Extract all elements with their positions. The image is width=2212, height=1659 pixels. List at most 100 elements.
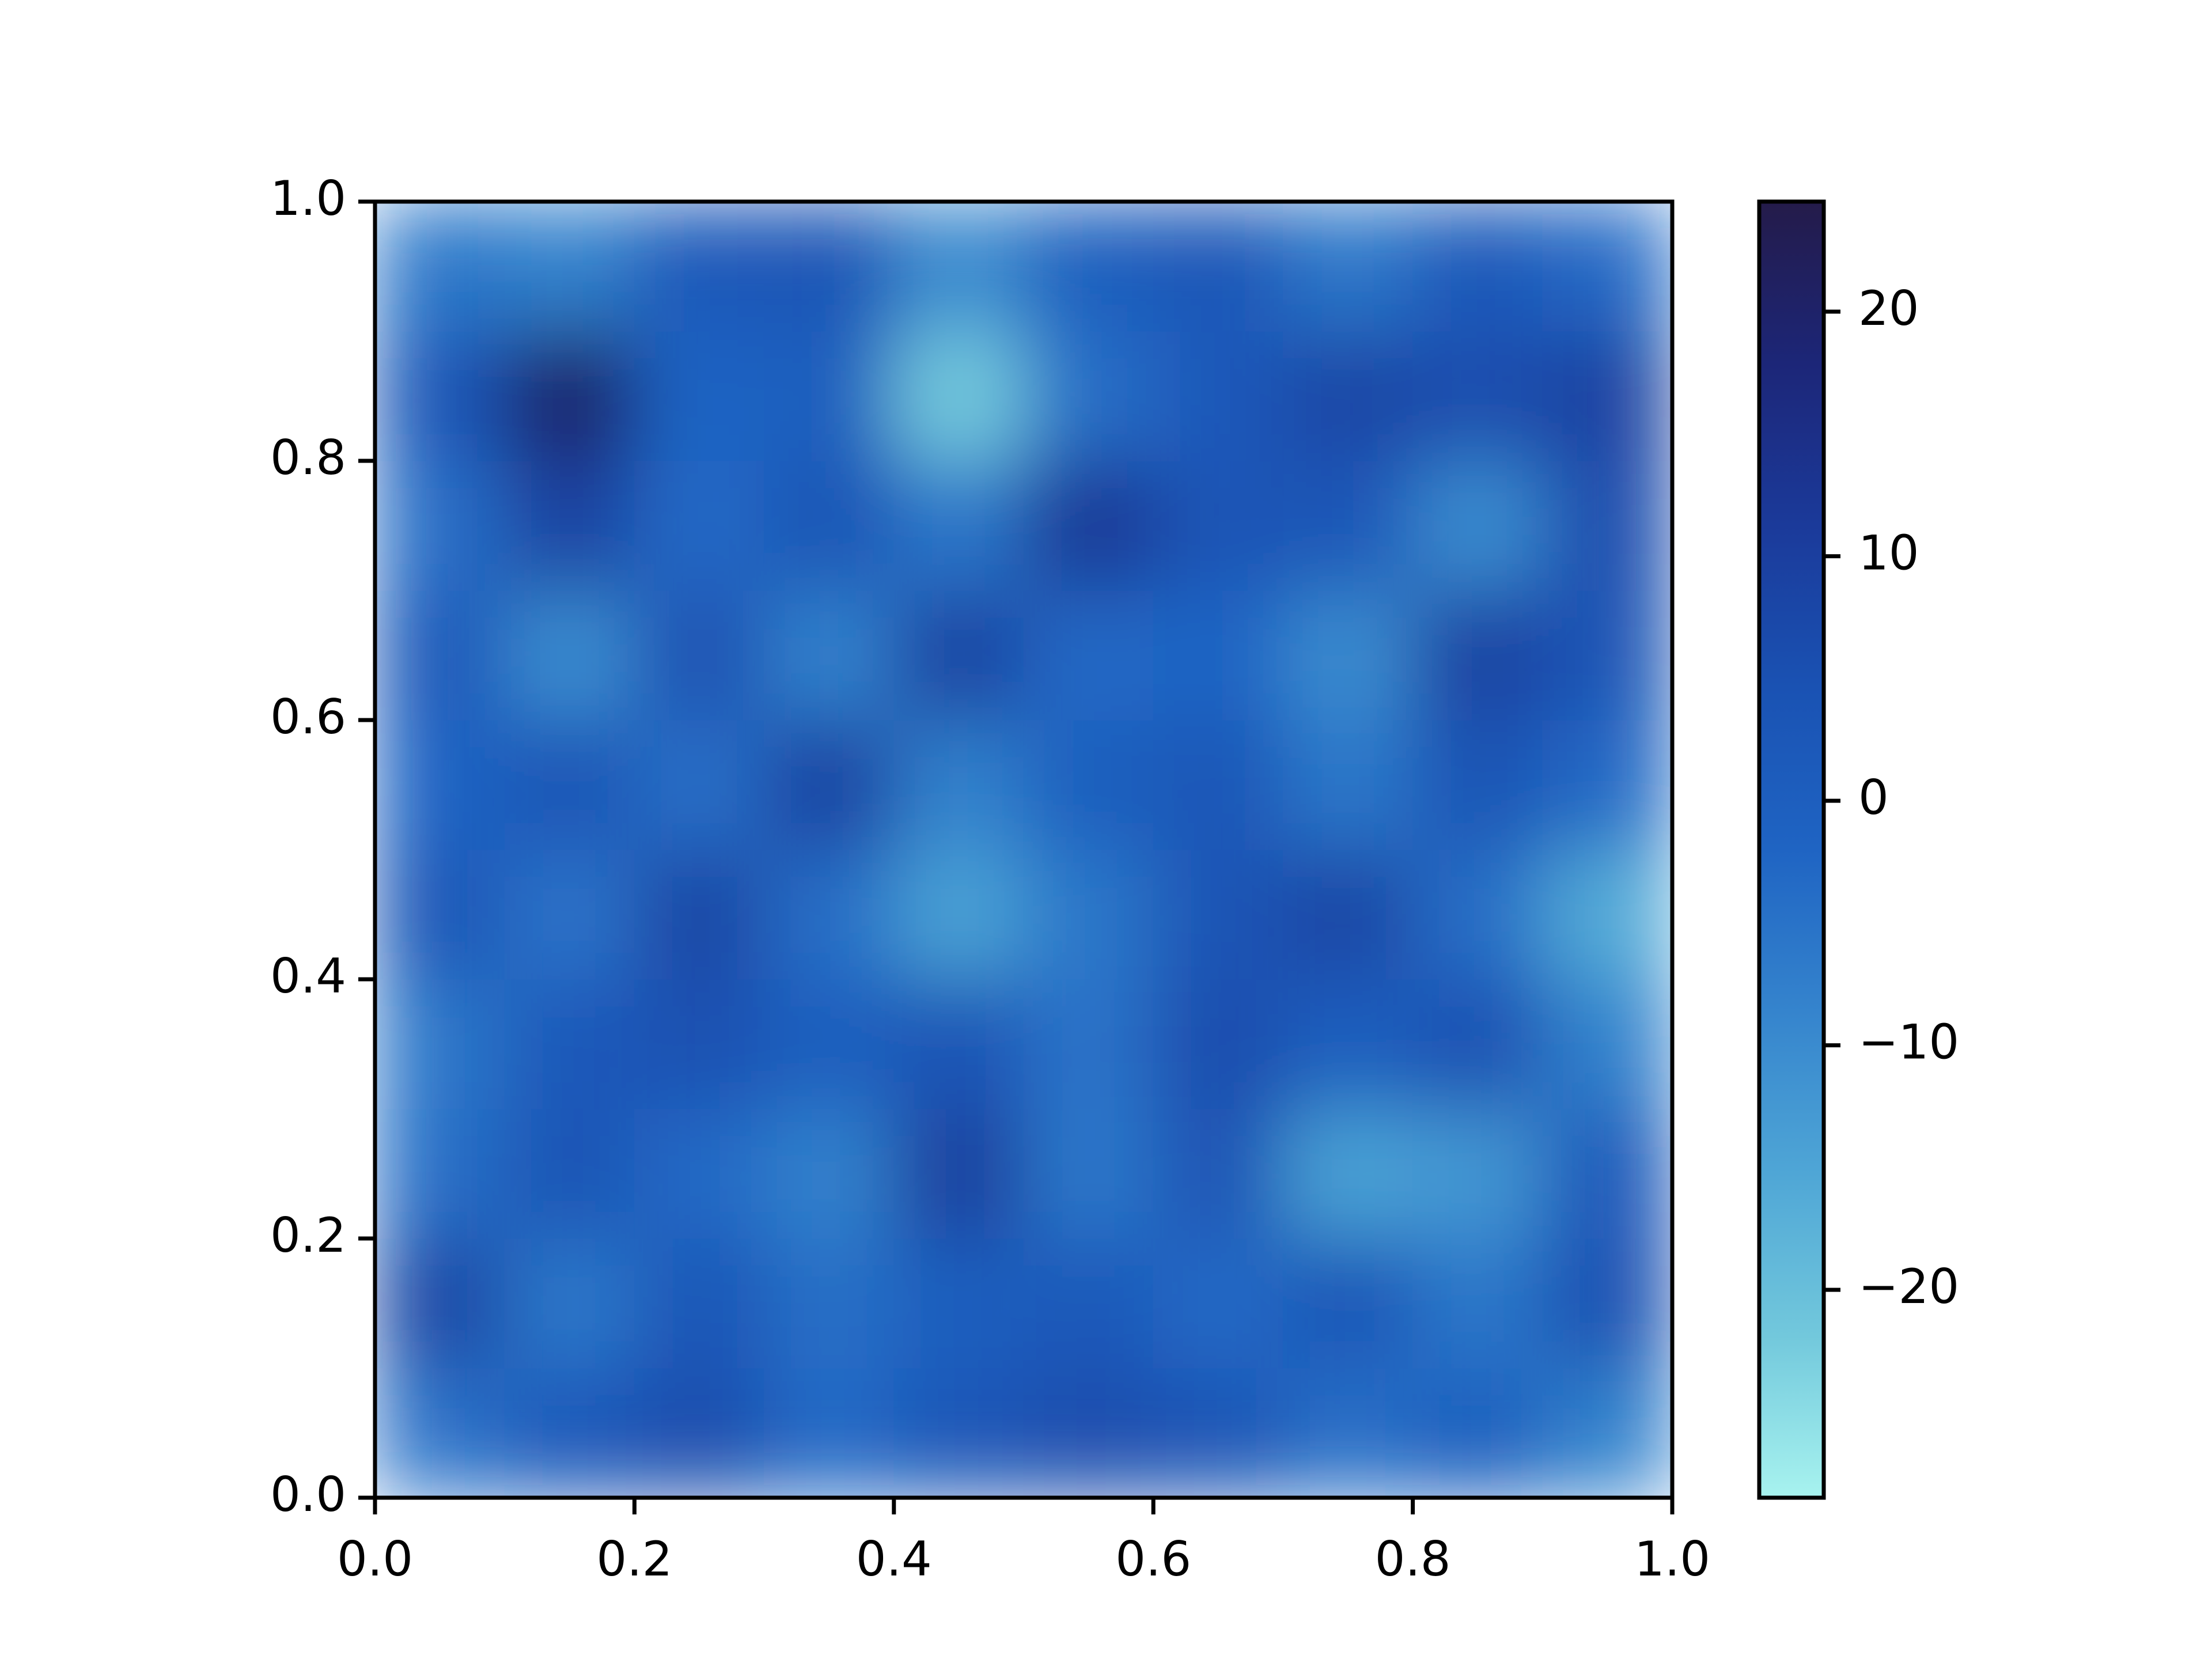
heatmap-cell	[1542, 331, 1672, 461]
heatmap-cell	[1282, 1238, 1414, 1369]
heatmap-cell	[375, 460, 505, 591]
heatmap-cell	[1023, 331, 1154, 461]
heatmap-cell	[764, 719, 895, 850]
heatmap-cell	[1542, 1238, 1672, 1369]
heatmap-cell	[375, 590, 505, 721]
heatmap-cell	[1153, 849, 1283, 980]
heatmap-cell	[1023, 1238, 1154, 1369]
x-tick-label: 0.4	[856, 1531, 932, 1587]
heatmap-field	[375, 202, 1672, 1498]
heatmap-cell	[1412, 460, 1543, 591]
heatmap-cell	[764, 331, 895, 461]
x-tick-label: 0.2	[596, 1531, 672, 1587]
heatmap-cell	[1023, 1368, 1154, 1498]
colorbar-tick-label: 10	[1858, 525, 1919, 581]
heatmap-cell	[1282, 460, 1414, 591]
colorbar-tick-label: 0	[1858, 770, 1889, 825]
heatmap-cell	[1153, 202, 1283, 332]
heatmap-cell	[634, 590, 765, 721]
heatmap-cell	[764, 590, 895, 721]
heatmap-cell	[504, 331, 635, 461]
heatmap-cell	[375, 719, 505, 850]
heatmap-cell	[1153, 1368, 1283, 1498]
heatmap-cell	[1153, 979, 1283, 1109]
y-tick-label: 0.4	[270, 948, 346, 1004]
heatmap-cell	[375, 849, 505, 980]
colorbar-tick-label: 20	[1858, 281, 1919, 336]
heatmap-cell	[504, 719, 635, 850]
heatmap-cell	[1023, 202, 1154, 332]
x-tick-label: 1.0	[1634, 1531, 1710, 1587]
heatmap-cell	[634, 719, 765, 850]
heatmap-cell	[764, 1108, 895, 1239]
heatmap-cell	[1412, 331, 1543, 461]
y-tick-label: 0.2	[270, 1207, 346, 1263]
heatmap-cell	[893, 849, 1024, 980]
heatmap-cell	[375, 979, 505, 1109]
heatmap-cell	[1412, 1368, 1543, 1498]
heatmap-cell	[634, 1238, 765, 1369]
heatmap-cell	[1542, 719, 1672, 850]
heatmap-cell	[764, 1368, 895, 1498]
heatmap-cell	[1412, 590, 1543, 721]
heatmap-cell	[1412, 202, 1543, 332]
heatmap-cell	[764, 979, 895, 1109]
heatmap-cell	[1023, 590, 1154, 721]
x-tick-label: 0.6	[1115, 1531, 1191, 1587]
heatmap-cell	[504, 1238, 635, 1369]
heatmap-cells	[375, 202, 1672, 1498]
heatmap-cell	[504, 1108, 635, 1239]
heatmap-cell	[893, 1368, 1024, 1498]
heatmap-cell	[764, 1238, 895, 1369]
heatmap-cell	[893, 590, 1024, 721]
heatmap-cell	[1542, 979, 1672, 1109]
heatmap-cell	[1412, 979, 1543, 1109]
heatmap-cell	[375, 1238, 505, 1369]
heatmap-cell	[1542, 1108, 1672, 1239]
heatmap-cell	[764, 460, 895, 591]
heatmap-cell	[893, 979, 1024, 1109]
heatmap-cell	[504, 590, 635, 721]
heatmap-cell	[764, 202, 895, 332]
heatmap-cell	[1282, 1368, 1414, 1498]
heatmap-cell	[634, 1368, 765, 1498]
heatmap-cell	[1153, 331, 1283, 461]
y-tick-label: 1.0	[270, 171, 346, 226]
heatmap-cell	[893, 460, 1024, 591]
heatmap-cell	[1282, 331, 1414, 461]
heatmap-cell	[504, 979, 635, 1109]
heatmap-cell	[504, 202, 635, 332]
heatmap-cell	[1542, 460, 1672, 591]
heatmap-cell	[1412, 1108, 1543, 1239]
heatmap-cell	[375, 331, 505, 461]
colorbar-tick-label: −10	[1858, 1014, 1959, 1070]
heatmap-cell	[1282, 979, 1414, 1109]
heatmap-cell	[634, 849, 765, 980]
y-tick-label: 0.0	[270, 1467, 346, 1522]
heatmap-cell	[893, 719, 1024, 850]
heatmap-cell	[1153, 1238, 1283, 1369]
heatmap-cell	[504, 460, 635, 591]
heatmap-cell	[1412, 719, 1543, 850]
heatmap-cell	[1153, 590, 1283, 721]
heatmap-cell	[893, 1238, 1024, 1369]
x-tick-label: 0.8	[1375, 1531, 1451, 1587]
heatmap-cell	[893, 202, 1024, 332]
heatmap-cell	[1282, 1108, 1414, 1239]
y-tick-label: 0.6	[270, 689, 346, 745]
heatmap-cell	[893, 1108, 1024, 1239]
heatmap-cell	[375, 1108, 505, 1239]
heatmap-cell	[893, 331, 1024, 461]
heatmap-cell	[634, 331, 765, 461]
heatmap-cell	[1023, 460, 1154, 591]
heatmap-cell	[1023, 979, 1154, 1109]
heatmap-cell	[1023, 719, 1154, 850]
heatmap-cell	[1282, 849, 1414, 980]
plot-frame	[373, 199, 1675, 1500]
heatmap-cell	[504, 849, 635, 980]
heatmap-cell	[1282, 202, 1414, 332]
x-tick-label: 0.0	[337, 1531, 413, 1587]
heatmap-cell	[764, 849, 895, 980]
heatmap-cell	[375, 202, 505, 332]
